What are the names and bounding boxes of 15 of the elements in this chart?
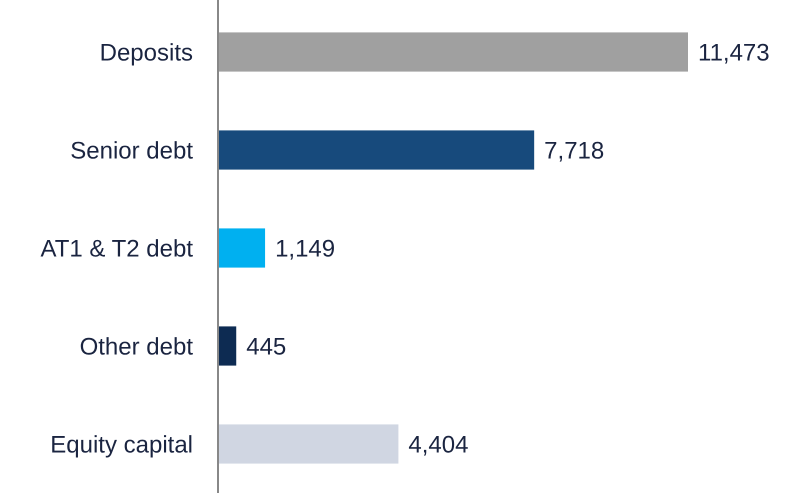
- bar: [218, 326, 236, 366]
- y-tick-label: Senior debt: [70, 137, 194, 164]
- y-tick-label: AT1 & T2 debt: [40, 235, 194, 262]
- y-tick-label: Other debt: [80, 333, 194, 360]
- y-tick-label: Deposits: [100, 39, 193, 66]
- data-label: 4,404: [408, 431, 468, 458]
- data-label: 445: [246, 333, 286, 360]
- y-tick-label: Equity capital: [50, 431, 193, 458]
- bar: [218, 32, 688, 72]
- data-label: 1,149: [275, 235, 336, 262]
- data-label: 11,473: [698, 39, 770, 66]
- bar: [218, 424, 398, 464]
- bar: [218, 130, 534, 170]
- data-label: 7,718: [544, 137, 604, 164]
- bar: [218, 228, 266, 268]
